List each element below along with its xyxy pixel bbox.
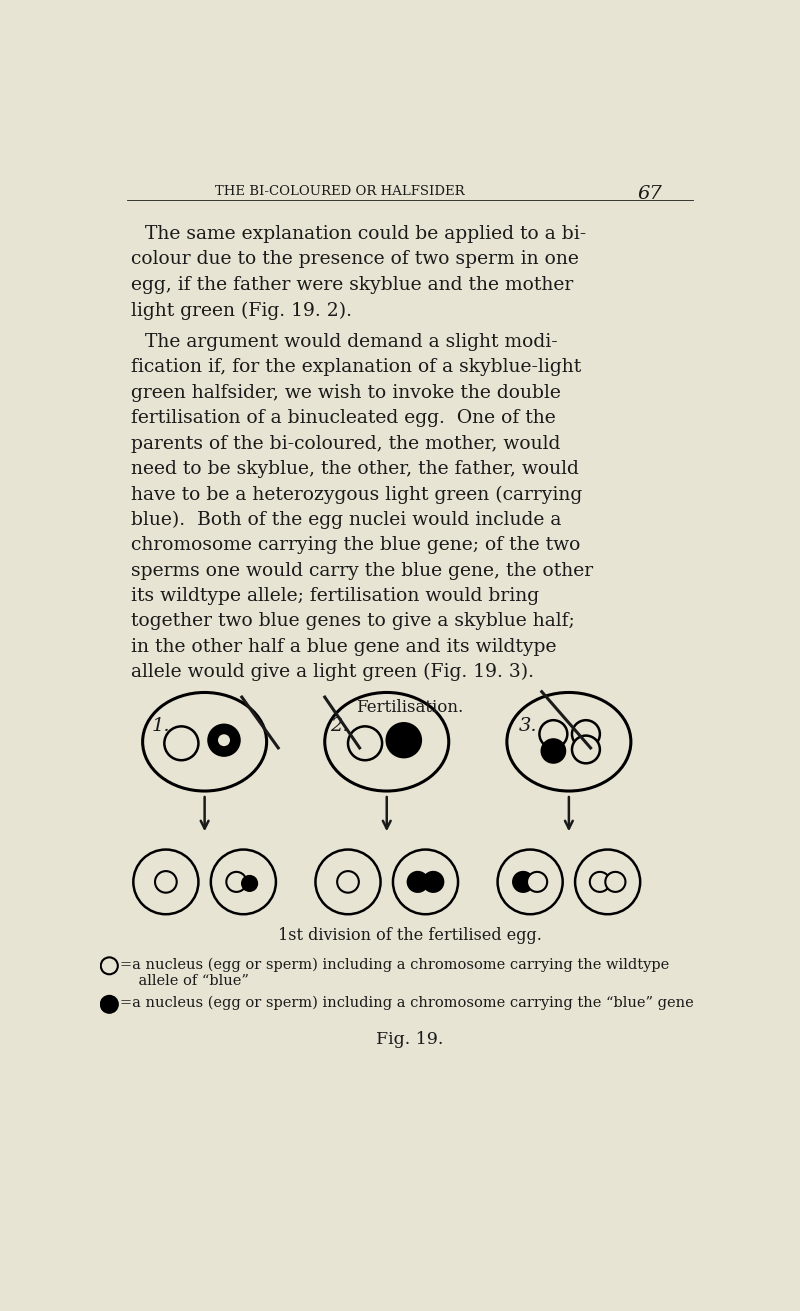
Text: blue).  Both of the egg nuclei would include a: blue). Both of the egg nuclei would incl…: [131, 511, 562, 530]
Text: The same explanation could be applied to a bi-: The same explanation could be applied to…: [145, 225, 586, 243]
Text: green halfsider, we wish to invoke the double: green halfsider, we wish to invoke the d…: [131, 384, 561, 401]
Text: in the other half a blue gene and its wildtype: in the other half a blue gene and its wi…: [131, 637, 557, 656]
Circle shape: [337, 871, 359, 893]
Text: chromosome carrying the blue gene; of the two: chromosome carrying the blue gene; of th…: [131, 536, 580, 555]
Text: Fertilisation.: Fertilisation.: [356, 699, 464, 716]
Circle shape: [423, 872, 443, 891]
Circle shape: [217, 733, 231, 747]
Circle shape: [315, 850, 381, 914]
Circle shape: [101, 996, 118, 1013]
Text: 67: 67: [638, 185, 662, 203]
Circle shape: [575, 850, 640, 914]
Ellipse shape: [142, 692, 266, 791]
Circle shape: [386, 724, 421, 758]
Text: allele would give a light green (Fig. 19. 3).: allele would give a light green (Fig. 19…: [131, 663, 534, 682]
Text: 3.: 3.: [518, 717, 537, 735]
Text: light green (Fig. 19. 2).: light green (Fig. 19. 2).: [131, 302, 352, 320]
Circle shape: [513, 872, 534, 891]
Circle shape: [527, 872, 547, 891]
Text: colour due to the presence of two sperm in one: colour due to the presence of two sperm …: [131, 250, 579, 269]
Text: parents of the bi-coloured, the mother, would: parents of the bi-coloured, the mother, …: [131, 434, 560, 452]
Circle shape: [164, 726, 198, 760]
Text: together two blue genes to give a skyblue half;: together two blue genes to give a skyblu…: [131, 612, 574, 631]
Text: =a nucleus (egg or sperm) including a chromosome carrying the wildtype
    allel: =a nucleus (egg or sperm) including a ch…: [120, 957, 670, 988]
Circle shape: [226, 872, 246, 891]
Circle shape: [155, 871, 177, 893]
Text: fication if, for the explanation of a skyblue-light: fication if, for the explanation of a sk…: [131, 358, 582, 376]
Circle shape: [408, 872, 428, 891]
Circle shape: [393, 850, 458, 914]
Circle shape: [101, 957, 118, 974]
Circle shape: [134, 850, 198, 914]
Text: =a nucleus (egg or sperm) including a chromosome carrying the “blue” gene: =a nucleus (egg or sperm) including a ch…: [120, 996, 694, 1011]
Text: THE BI-COLOURED OR HALFSIDER: THE BI-COLOURED OR HALFSIDER: [215, 185, 465, 198]
Text: need to be skyblue, the other, the father, would: need to be skyblue, the other, the fathe…: [131, 460, 579, 479]
Circle shape: [572, 735, 600, 763]
Circle shape: [498, 850, 562, 914]
Text: its wildtype allele; fertilisation would bring: its wildtype allele; fertilisation would…: [131, 587, 539, 604]
Text: have to be a heterozygous light green (carrying: have to be a heterozygous light green (c…: [131, 485, 582, 503]
Circle shape: [242, 876, 258, 891]
Circle shape: [572, 720, 600, 747]
Text: 2.: 2.: [330, 717, 349, 735]
Circle shape: [348, 726, 382, 760]
Text: The argument would demand a slight modi-: The argument would demand a slight modi-: [145, 333, 558, 351]
Text: fertilisation of a binucleated egg.  One of the: fertilisation of a binucleated egg. One …: [131, 409, 556, 427]
Text: sperms one would carry the blue gene, the other: sperms one would carry the blue gene, th…: [131, 561, 593, 579]
Circle shape: [590, 872, 610, 891]
Text: 1st division of the fertilised egg.: 1st division of the fertilised egg.: [278, 927, 542, 944]
Circle shape: [542, 739, 565, 763]
Text: 1.: 1.: [152, 717, 170, 735]
Text: egg, if the father were skyblue and the mother: egg, if the father were skyblue and the …: [131, 275, 574, 294]
Circle shape: [209, 725, 239, 755]
Circle shape: [539, 720, 567, 747]
Circle shape: [606, 872, 626, 891]
Text: Fig. 19.: Fig. 19.: [376, 1032, 444, 1049]
Ellipse shape: [325, 692, 449, 791]
Circle shape: [211, 850, 276, 914]
Ellipse shape: [507, 692, 631, 791]
